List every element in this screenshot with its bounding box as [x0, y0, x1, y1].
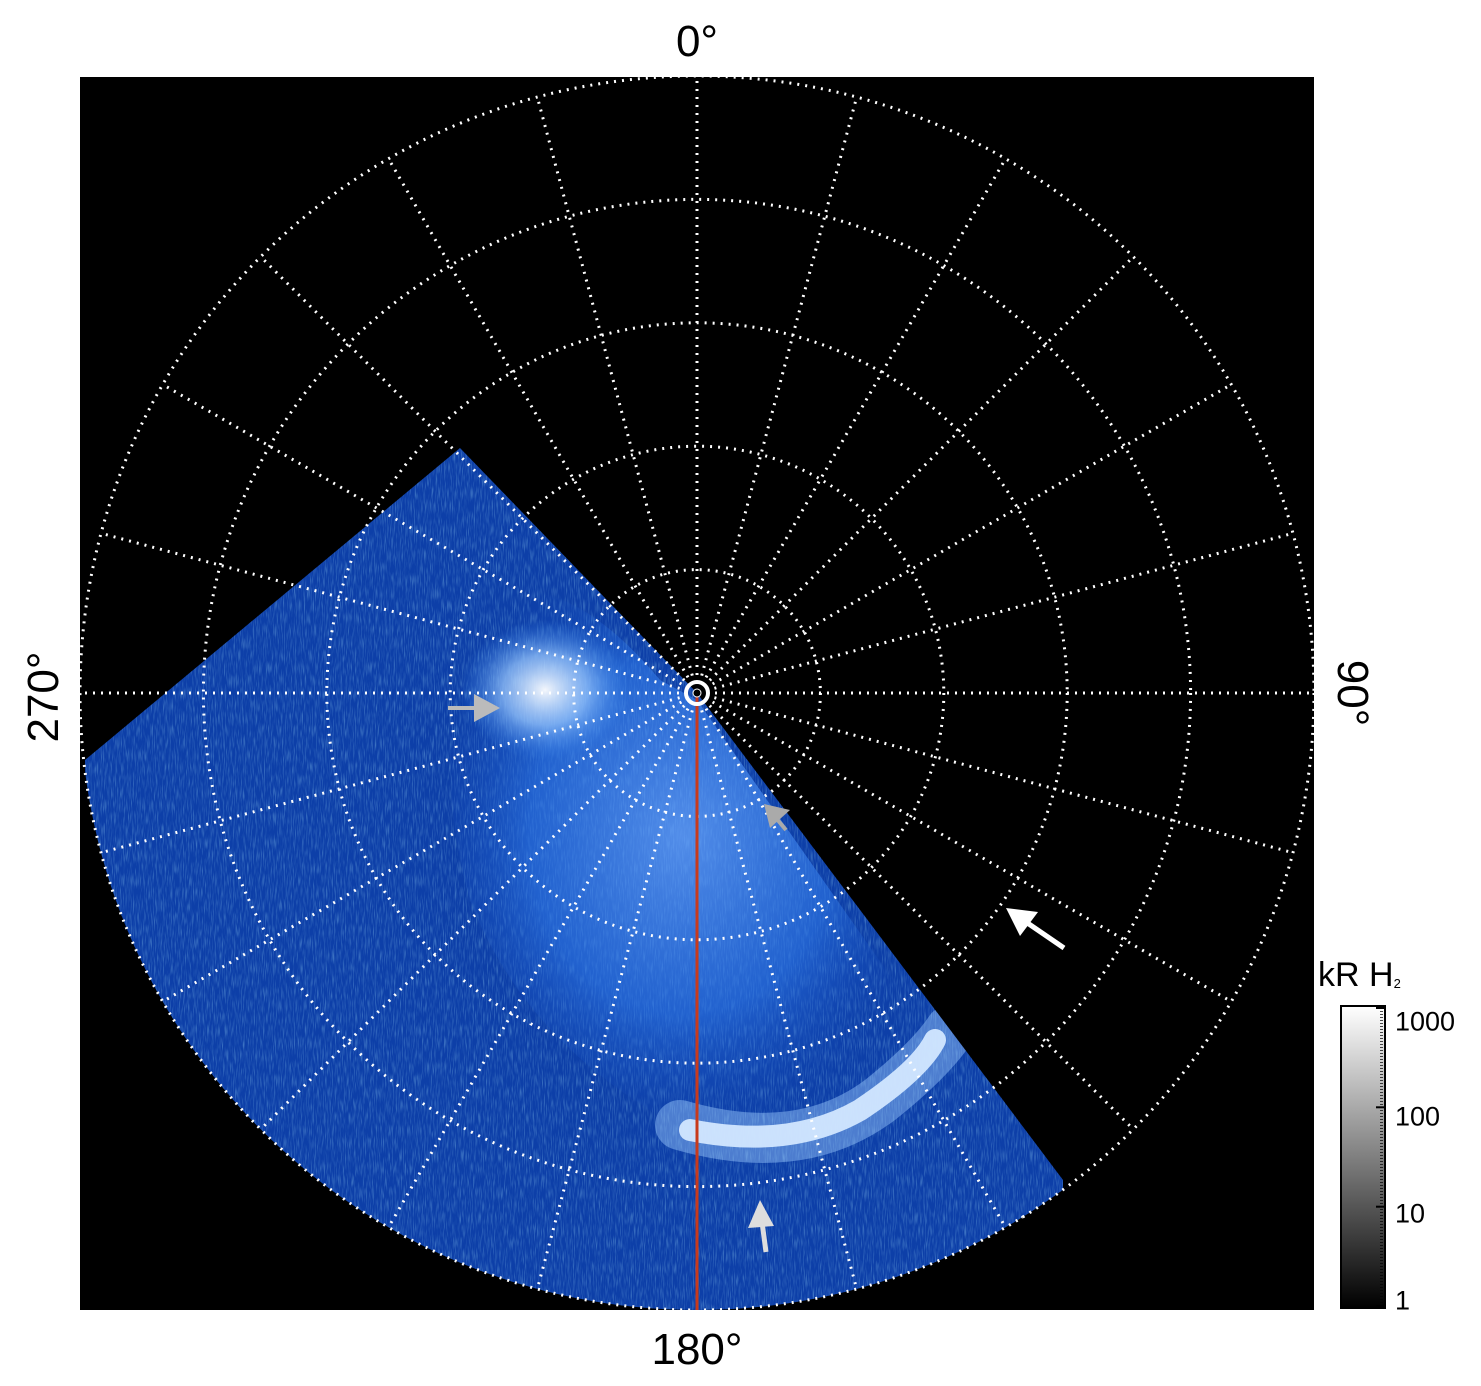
bright-patch-west [460, 620, 630, 760]
colorbar-tick-1000: 1000 [1395, 1006, 1456, 1037]
arrow-south [748, 1200, 774, 1253]
main-auroral-oval [679, 1029, 946, 1148]
arrow-east [1006, 908, 1066, 951]
pole-marker-inner [692, 688, 702, 698]
colorbar-title: kR H2 [1318, 956, 1401, 994]
longitude-label-90: 90° [1328, 659, 1377, 727]
pole-marker-outer [684, 680, 710, 706]
colorbar-tick-100: 100 [1395, 1101, 1441, 1132]
longitude-label-270: 270° [19, 651, 68, 743]
colorbar-tick-10: 10 [1395, 1198, 1426, 1229]
longitude-label-180: 180° [651, 1325, 743, 1374]
parallel-ring [201, 197, 1193, 1189]
colorbar [1340, 1005, 1386, 1309]
arrow-west-dawn [448, 694, 500, 722]
colorbar-tick-1: 1 [1395, 1285, 1411, 1316]
colorbar-gradient [1340, 1005, 1386, 1309]
annotation-arrows [448, 694, 1066, 1253]
longitude-label-0: 0° [675, 17, 719, 66]
arrow-near-pole [764, 804, 790, 832]
